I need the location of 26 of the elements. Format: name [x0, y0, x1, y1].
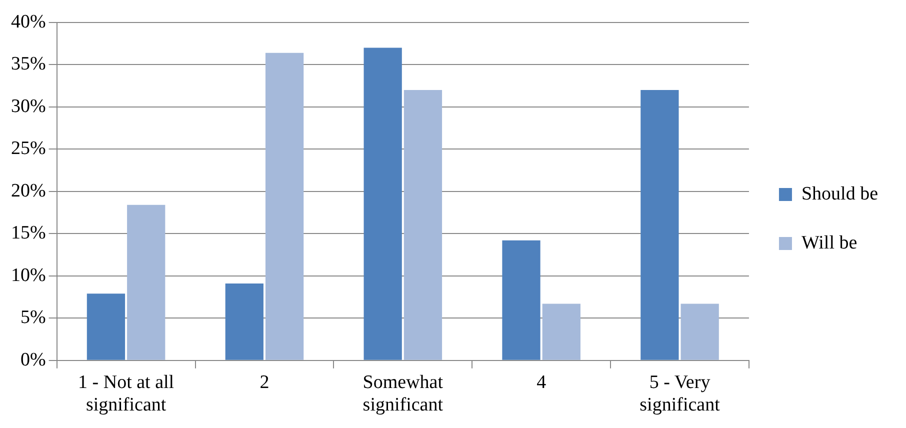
y-tick-label: 25%: [11, 138, 46, 160]
legend-label: Should be: [801, 183, 878, 204]
bar: [86, 294, 126, 360]
y-tick-label: 40%: [11, 11, 46, 32]
x-tick-label: 2: [260, 372, 270, 393]
bar: [404, 90, 442, 360]
y-tick-label: 15%: [11, 222, 46, 244]
x-tick-label: 4: [536, 372, 547, 393]
y-tick-label: 5%: [20, 307, 46, 328]
legend-label: Will be: [801, 232, 858, 254]
y-tick-label: 30%: [11, 96, 46, 117]
x-tick-label: 1 - Not at all significant: [78, 372, 174, 416]
bar: [364, 48, 402, 360]
y-tick-label: 10%: [11, 264, 46, 286]
bar: [225, 284, 264, 360]
y-tick-label: 20%: [11, 180, 46, 202]
x-tick-label: 5 - Very significant: [640, 372, 721, 416]
y-tick-label: 0%: [20, 349, 46, 370]
x-tick-label: Somewhat significant: [362, 372, 444, 416]
bar: [502, 240, 540, 360]
bar: [265, 52, 304, 360]
bar: [127, 204, 166, 360]
bar: [640, 90, 679, 360]
bar: [542, 304, 580, 360]
bar: [680, 304, 719, 360]
y-tick-label: 35%: [11, 54, 46, 75]
